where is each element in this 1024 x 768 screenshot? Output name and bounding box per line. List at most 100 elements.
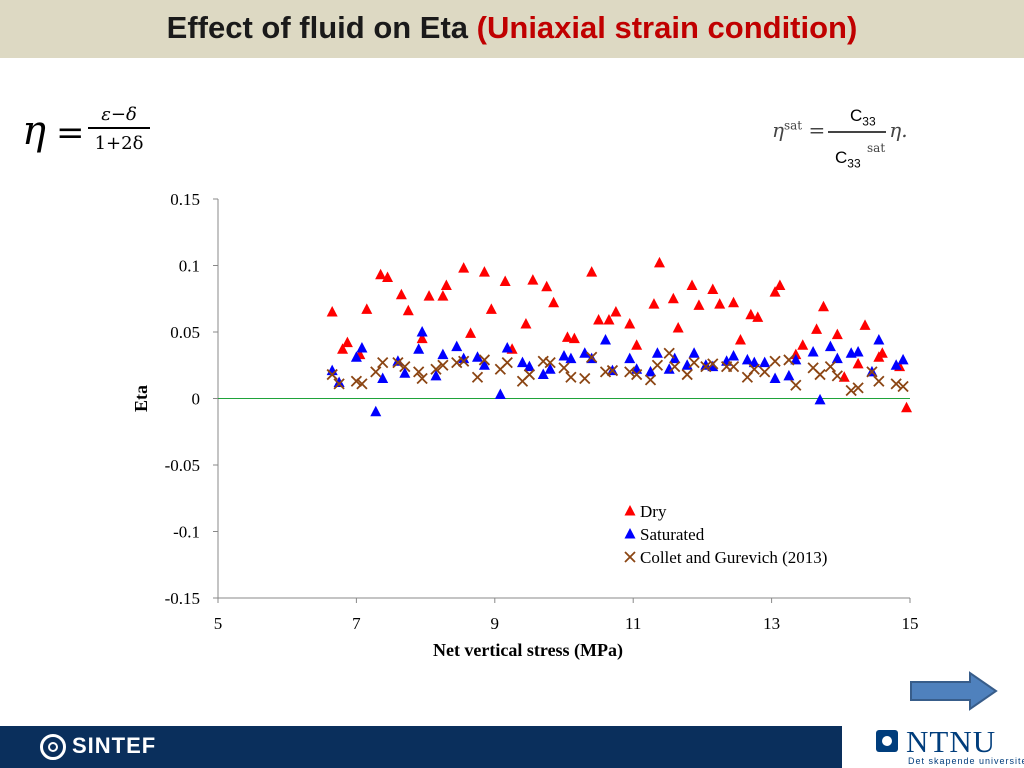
collet-and-gurevich-2013-point bbox=[631, 368, 643, 381]
legend-marker-dry bbox=[624, 505, 636, 516]
dry-point bbox=[603, 314, 615, 325]
y-tick-label: -0.1 bbox=[173, 523, 200, 542]
saturated-point bbox=[430, 369, 442, 381]
dry-point bbox=[610, 306, 622, 317]
y-tick-label: -0.05 bbox=[165, 456, 200, 475]
saturated-point bbox=[831, 352, 843, 364]
next-arrow-icon[interactable] bbox=[910, 671, 998, 711]
collet-and-gurevich-2013-point bbox=[759, 366, 771, 378]
eta-numerator: ε−δ bbox=[88, 104, 150, 129]
dry-point bbox=[586, 266, 598, 277]
sat-fraction-bar bbox=[828, 130, 887, 133]
dry-point bbox=[852, 357, 864, 369]
collet-and-gurevich-2013-point bbox=[873, 375, 885, 387]
collet-and-gurevich-2013-point bbox=[748, 363, 760, 375]
saturated-point bbox=[873, 333, 885, 345]
collet-and-gurevich-2013-point bbox=[669, 360, 681, 373]
collet-and-gurevich-2013-point bbox=[350, 375, 363, 387]
saturated-point bbox=[600, 333, 612, 345]
x-tick-label: 5 bbox=[214, 614, 223, 633]
legend-label-dry: Dry bbox=[640, 502, 667, 521]
c33-numerator: C33 bbox=[850, 106, 876, 128]
title-accent: (Uniaxial strain condition) bbox=[476, 10, 858, 45]
dry-point bbox=[568, 332, 580, 344]
title-bar bbox=[0, 0, 1024, 58]
sat-eta-rhs: η. bbox=[889, 118, 908, 142]
collet-and-gurevich-2013-point bbox=[501, 356, 513, 369]
title-main: Effect of fluid on Eta bbox=[166, 10, 469, 45]
collet-and-gurevich-2013-point bbox=[681, 368, 693, 381]
dry-point bbox=[520, 318, 532, 329]
saturated-point bbox=[769, 372, 781, 384]
collet-and-gurevich-2013-point bbox=[558, 362, 570, 374]
eta-scatter-chart: 0.15 0.1 0.05 0 -0.05 -0.1 -0.15 5 7 9 11 13 15 Net v… bbox=[131, 190, 919, 661]
dry-point bbox=[667, 292, 679, 304]
sat-eta-lhs-sup: sat bbox=[783, 118, 803, 133]
x-tick-label: 9 bbox=[491, 614, 500, 633]
saturated-point bbox=[558, 349, 570, 361]
dry-point bbox=[769, 286, 781, 297]
dry-point bbox=[859, 319, 871, 330]
collet-and-gurevich-2013-point bbox=[790, 379, 802, 391]
dry-point bbox=[395, 288, 407, 300]
collet-and-gurevich-2013-point bbox=[416, 372, 428, 385]
saturated-point bbox=[399, 367, 411, 378]
dry-point bbox=[375, 268, 387, 280]
sintef-logo: SINTEF bbox=[40, 733, 156, 761]
collet-and-gurevich-2013-point bbox=[478, 354, 491, 366]
saturated-point bbox=[377, 372, 389, 384]
saturated-point bbox=[350, 351, 362, 362]
x-tick-label: 11 bbox=[625, 614, 641, 633]
collet-and-gurevich-2013-point bbox=[852, 382, 864, 394]
formula-equals: = bbox=[56, 113, 85, 153]
c33-top-sub: 33 bbox=[862, 114, 876, 129]
collet-and-gurevich-2013-point bbox=[814, 368, 826, 381]
collet-and-gurevich-2013-point bbox=[523, 368, 536, 381]
legend-label-collet-and-gurevich-2013: Collet and Gurevich (2013) bbox=[640, 548, 827, 567]
sintef-icon bbox=[40, 734, 66, 761]
dry-point bbox=[402, 304, 414, 316]
saturated-point bbox=[814, 393, 826, 405]
c33-bottom-letter: C bbox=[835, 148, 848, 167]
dry-point bbox=[818, 300, 829, 312]
y-tick-label: 0 bbox=[192, 390, 201, 409]
dry-point bbox=[774, 279, 786, 290]
dry-point bbox=[465, 327, 477, 338]
dry-point bbox=[734, 333, 746, 345]
collet-and-gurevich-2013-point bbox=[586, 351, 598, 363]
saturated-point bbox=[783, 369, 795, 381]
saturated-point bbox=[897, 353, 909, 365]
saturated-point bbox=[501, 341, 513, 353]
collet-and-gurevich-2013-point bbox=[663, 347, 675, 359]
eta-denominator: 1+2δ bbox=[94, 133, 144, 154]
dry-point bbox=[326, 306, 338, 317]
collet-and-gurevich-2013-point bbox=[688, 356, 700, 369]
collet-and-gurevich-2013-point bbox=[700, 360, 712, 373]
dry-point bbox=[499, 275, 511, 286]
collet-and-gurevich-2013-point bbox=[579, 372, 591, 385]
dry-point bbox=[382, 271, 394, 282]
saturated-point bbox=[807, 345, 819, 357]
dry-point bbox=[527, 274, 539, 285]
collet-and-gurevich-2013-point bbox=[769, 355, 781, 367]
dry-point bbox=[624, 318, 636, 329]
dry-point bbox=[341, 336, 353, 348]
saturated-point bbox=[516, 356, 528, 368]
saturated-point bbox=[437, 348, 449, 360]
dry-point bbox=[797, 339, 809, 350]
collet-and-gurevich-2013-point bbox=[544, 356, 556, 369]
legend-marker-saturated bbox=[624, 528, 636, 539]
saturated-point bbox=[370, 405, 382, 417]
collet-and-gurevich-2013-point bbox=[356, 378, 368, 390]
collet-and-gurevich-2013-point bbox=[413, 366, 425, 378]
dry-point bbox=[648, 298, 660, 309]
c33-top-letter: C bbox=[850, 106, 863, 125]
dry-point bbox=[337, 343, 349, 354]
collet-and-gurevich-2013-point bbox=[890, 378, 902, 390]
collet-and-gurevich-2013-point bbox=[651, 359, 664, 371]
eta-fraction: ε−δ 1+2δ bbox=[88, 104, 150, 154]
dry-point bbox=[593, 314, 605, 325]
saturated-point bbox=[852, 345, 864, 357]
saturated-point bbox=[478, 359, 490, 370]
dry-point bbox=[458, 262, 470, 273]
